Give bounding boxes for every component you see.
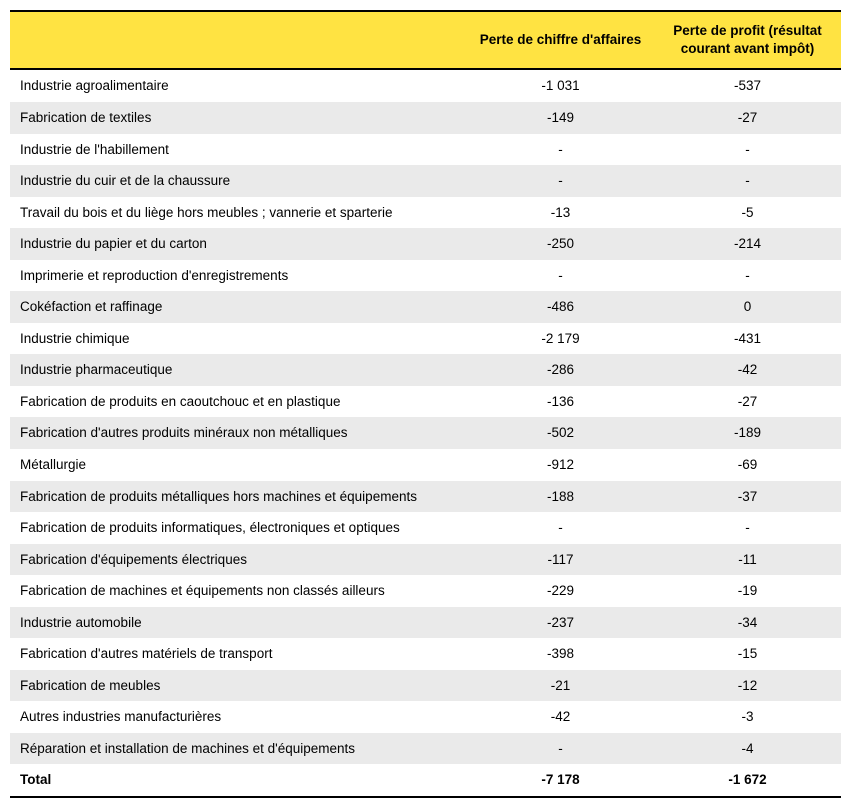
row-label: Fabrication de meubles [10, 670, 467, 702]
row-perte-ca: -486 [467, 291, 654, 323]
row-perte-ca: -229 [467, 575, 654, 607]
table-row: Fabrication de produits métalliques hors… [10, 481, 841, 513]
row-perte-profit: -19 [654, 575, 841, 607]
row-label: Imprimerie et reproduction d'enregistrem… [10, 260, 467, 292]
row-label: Autres industries manufacturières [10, 701, 467, 733]
table-row: Industrie de l'habillement-- [10, 134, 841, 166]
table-row: Métallurgie-912-69 [10, 449, 841, 481]
row-label: Cokéfaction et raffinage [10, 291, 467, 323]
row-perte-profit: -42 [654, 354, 841, 386]
col-header-perte-ca: Perte de chiffre d'affaires [467, 11, 654, 69]
row-label: Fabrication de produits informatiques, é… [10, 512, 467, 544]
table-row: Industrie automobile-237-34 [10, 607, 841, 639]
row-label: Travail du bois et du liège hors meubles… [10, 197, 467, 229]
row-label: Industrie automobile [10, 607, 467, 639]
row-label: Industrie du cuir et de la chaussure [10, 165, 467, 197]
table-row: Fabrication d'autres matériels de transp… [10, 638, 841, 670]
row-perte-ca: - [467, 260, 654, 292]
table-row: Industrie agroalimentaire-1 031-537 [10, 69, 841, 102]
table-row: Industrie pharmaceutique-286-42 [10, 354, 841, 386]
row-label: Industrie chimique [10, 323, 467, 355]
row-perte-profit: -37 [654, 481, 841, 513]
row-perte-ca: -117 [467, 544, 654, 576]
row-perte-profit: -431 [654, 323, 841, 355]
row-perte-profit: -15 [654, 638, 841, 670]
row-perte-profit: - [654, 134, 841, 166]
row-perte-ca: -502 [467, 417, 654, 449]
row-perte-ca: -42 [467, 701, 654, 733]
row-perte-profit: -214 [654, 228, 841, 260]
row-label: Réparation et installation de machines e… [10, 733, 467, 765]
row-perte-ca: - [467, 733, 654, 765]
total-perte_ca: -7 178 [467, 764, 654, 797]
row-perte-ca: -250 [467, 228, 654, 260]
row-perte-ca: -149 [467, 102, 654, 134]
row-perte-ca: -912 [467, 449, 654, 481]
row-perte-ca: -13 [467, 197, 654, 229]
row-label: Fabrication de produits en caoutchouc et… [10, 386, 467, 418]
row-perte-ca: - [467, 512, 654, 544]
table-row: Fabrication de textiles-149-27 [10, 102, 841, 134]
row-perte-profit: -4 [654, 733, 841, 765]
header-row: Perte de chiffre d'affaires Perte de pro… [10, 11, 841, 69]
row-perte-ca: -286 [467, 354, 654, 386]
row-label: Fabrication de machines et équipements n… [10, 575, 467, 607]
total-row: Total-7 178-1 672 [10, 764, 841, 797]
table-row: Fabrication d'autres produits minéraux n… [10, 417, 841, 449]
row-perte-profit: -27 [654, 386, 841, 418]
row-label: Fabrication de produits métalliques hors… [10, 481, 467, 513]
row-label: Fabrication d'équipements électriques [10, 544, 467, 576]
row-perte-profit: -5 [654, 197, 841, 229]
row-label: Fabrication de textiles [10, 102, 467, 134]
table-row: Autres industries manufacturières-42-3 [10, 701, 841, 733]
row-perte-profit: -12 [654, 670, 841, 702]
row-label: Fabrication d'autres produits minéraux n… [10, 417, 467, 449]
row-perte-profit: -537 [654, 69, 841, 102]
col-header-perte-profit: Perte de profit (résultat courant avant … [654, 11, 841, 69]
row-perte-profit: -189 [654, 417, 841, 449]
table-row: Fabrication de produits en caoutchouc et… [10, 386, 841, 418]
row-perte-profit: -3 [654, 701, 841, 733]
row-perte-ca: -21 [467, 670, 654, 702]
table-row: Fabrication de machines et équipements n… [10, 575, 841, 607]
table-row: Industrie du papier et du carton-250-214 [10, 228, 841, 260]
table-row: Industrie chimique-2 179-431 [10, 323, 841, 355]
row-perte-ca: -398 [467, 638, 654, 670]
row-perte-profit: - [654, 260, 841, 292]
row-perte-ca: -188 [467, 481, 654, 513]
table-row: Cokéfaction et raffinage-4860 [10, 291, 841, 323]
row-perte-ca: -136 [467, 386, 654, 418]
table-row: Travail du bois et du liège hors meubles… [10, 197, 841, 229]
table-row: Réparation et installation de machines e… [10, 733, 841, 765]
total-perte_profit: -1 672 [654, 764, 841, 797]
row-label: Industrie du papier et du carton [10, 228, 467, 260]
row-label: Fabrication d'autres matériels de transp… [10, 638, 467, 670]
table-row: Fabrication de produits informatiques, é… [10, 512, 841, 544]
row-perte-ca: - [467, 134, 654, 166]
row-perte-ca: -2 179 [467, 323, 654, 355]
total-label: Total [10, 764, 467, 797]
row-label: Industrie agroalimentaire [10, 69, 467, 102]
row-perte-ca: -1 031 [467, 69, 654, 102]
row-label: Industrie pharmaceutique [10, 354, 467, 386]
row-label: Métallurgie [10, 449, 467, 481]
table-row: Fabrication de meubles-21-12 [10, 670, 841, 702]
row-perte-ca: -237 [467, 607, 654, 639]
col-header-label [10, 11, 467, 69]
table-row: Fabrication d'équipements électriques-11… [10, 544, 841, 576]
loss-table: Perte de chiffre d'affaires Perte de pro… [10, 10, 841, 798]
row-perte-profit: 0 [654, 291, 841, 323]
row-perte-profit: - [654, 165, 841, 197]
row-label: Industrie de l'habillement [10, 134, 467, 166]
row-perte-profit: -27 [654, 102, 841, 134]
row-perte-profit: -11 [654, 544, 841, 576]
table-row: Imprimerie et reproduction d'enregistrem… [10, 260, 841, 292]
row-perte-profit: - [654, 512, 841, 544]
row-perte-profit: -69 [654, 449, 841, 481]
table-row: Industrie du cuir et de la chaussure-- [10, 165, 841, 197]
row-perte-ca: - [467, 165, 654, 197]
row-perte-profit: -34 [654, 607, 841, 639]
